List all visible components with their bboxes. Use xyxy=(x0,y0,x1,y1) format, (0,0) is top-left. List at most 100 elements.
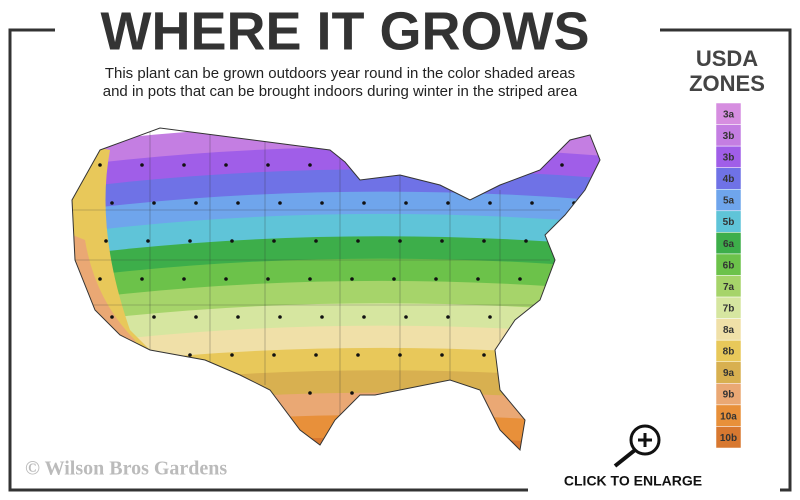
city-dot xyxy=(482,239,486,243)
city-dot xyxy=(188,239,192,243)
city-dot xyxy=(230,353,234,357)
city-dot xyxy=(440,239,444,243)
city-dot xyxy=(266,163,270,167)
zone-label: 9b xyxy=(723,390,735,401)
city-dot xyxy=(140,163,144,167)
city-dot xyxy=(314,353,318,357)
city-dot xyxy=(98,391,102,395)
map-outline xyxy=(71,127,601,452)
city-dot xyxy=(566,239,570,243)
city-dot xyxy=(224,163,228,167)
city-dot xyxy=(236,315,240,319)
city-dot xyxy=(446,315,450,319)
city-dot xyxy=(392,277,396,281)
title: WHERE IT GROWS xyxy=(101,1,590,61)
city-dot xyxy=(320,201,324,205)
city-dot xyxy=(152,315,156,319)
city-dot xyxy=(266,391,270,395)
city-dot xyxy=(350,391,354,395)
city-dot xyxy=(278,201,282,205)
city-dot xyxy=(434,277,438,281)
city-dot xyxy=(404,315,408,319)
city-dot xyxy=(236,201,240,205)
zone-label: 5b xyxy=(723,217,735,228)
city-dot xyxy=(566,353,570,357)
city-dot xyxy=(224,391,228,395)
city-dot xyxy=(230,239,234,243)
city-dot xyxy=(350,163,354,167)
city-dot xyxy=(518,163,522,167)
watermark: © Wilson Bros Gardens xyxy=(25,458,227,480)
zone-label: 9a xyxy=(723,368,735,379)
zone-swatch xyxy=(715,426,742,449)
city-dot xyxy=(350,277,354,281)
city-dot xyxy=(98,163,102,167)
city-dot xyxy=(398,353,402,357)
city-dot xyxy=(572,315,576,319)
city-dot xyxy=(560,163,564,167)
city-dot xyxy=(152,201,156,205)
legend: 3a 3b 3b 4b 5a 5b 6a 6b 7a 7b 8a 8b 9a 9b 10a 10b xyxy=(715,102,742,449)
city-dot xyxy=(146,239,150,243)
zone-label: 8a xyxy=(723,325,735,336)
zone-label: 7a xyxy=(723,282,735,293)
city-dot xyxy=(110,315,114,319)
city-dot xyxy=(224,277,228,281)
zone-label: 10a xyxy=(720,411,737,422)
city-dot xyxy=(308,163,312,167)
city-dot xyxy=(488,315,492,319)
city-dot xyxy=(140,277,144,281)
city-dot xyxy=(530,315,534,319)
city-dot xyxy=(182,277,186,281)
city-dot xyxy=(524,353,528,357)
city-dot xyxy=(308,277,312,281)
zoom-icon[interactable] xyxy=(613,424,661,468)
city-dot xyxy=(476,277,480,281)
city-dot xyxy=(104,353,108,357)
city-dot xyxy=(404,201,408,205)
legend-title: USDA xyxy=(696,46,758,71)
city-dot xyxy=(488,201,492,205)
city-dot xyxy=(98,277,102,281)
zone-label: 3b xyxy=(723,153,735,164)
city-dot xyxy=(182,163,186,167)
city-dot xyxy=(104,239,108,243)
enlarge-button[interactable]: CLICK TO ENLARGE xyxy=(564,473,702,489)
city-dot xyxy=(560,277,564,281)
city-dot xyxy=(398,239,402,243)
legend-title: ZONES xyxy=(689,71,765,96)
city-dot xyxy=(146,353,150,357)
zone-label: 7b xyxy=(723,303,735,314)
city-dot xyxy=(308,391,312,395)
zone-label: 10b xyxy=(720,433,737,444)
zone-band[interactable] xyxy=(60,414,620,459)
city-dot xyxy=(434,163,438,167)
city-dot xyxy=(530,201,534,205)
city-dot xyxy=(194,201,198,205)
city-dot xyxy=(140,391,144,395)
city-dot xyxy=(272,353,276,357)
zone-label: 3a xyxy=(723,109,735,120)
city-dot xyxy=(518,277,522,281)
city-dot xyxy=(476,391,480,395)
city-dot xyxy=(446,201,450,205)
city-dot xyxy=(362,201,366,205)
city-dot xyxy=(188,353,192,357)
subtitle: This plant can be grown outdoors year ro… xyxy=(105,65,575,82)
city-dot xyxy=(362,315,366,319)
city-dot xyxy=(356,353,360,357)
city-dot xyxy=(194,315,198,319)
city-dot xyxy=(272,239,276,243)
city-dot xyxy=(518,391,522,395)
zone-label: 8b xyxy=(723,347,735,358)
city-dot xyxy=(320,315,324,319)
zone-label: 4b xyxy=(723,174,735,185)
zone-label: 6a xyxy=(723,239,735,250)
city-dot xyxy=(392,163,396,167)
city-dot xyxy=(476,163,480,167)
city-dot xyxy=(266,277,270,281)
frame xyxy=(8,28,792,492)
zone-label: 5a xyxy=(723,196,735,207)
city-dot xyxy=(314,239,318,243)
